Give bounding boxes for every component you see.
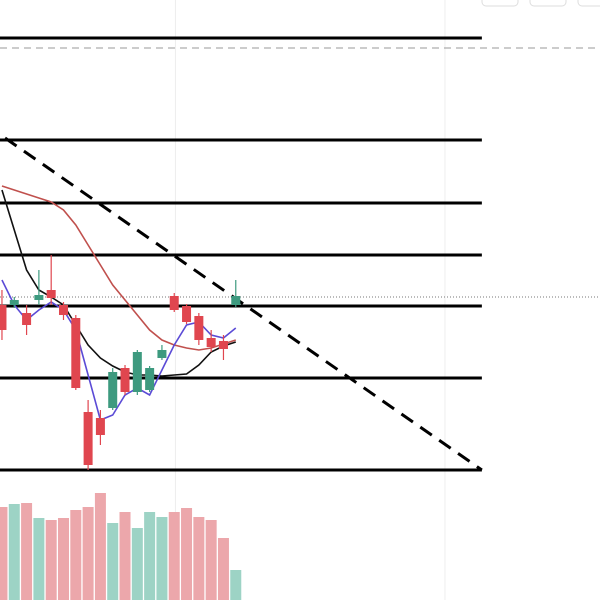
trend-line bbox=[4, 136, 483, 472]
candle-body bbox=[9, 300, 19, 305]
volume-bar bbox=[21, 503, 33, 600]
volume-bar bbox=[119, 512, 131, 600]
volume-bar bbox=[131, 528, 143, 600]
volume-bar bbox=[94, 493, 106, 600]
candle-body bbox=[206, 338, 216, 347]
volume-bar bbox=[107, 523, 119, 600]
volume-bar bbox=[8, 504, 20, 600]
candle-body bbox=[145, 368, 155, 390]
candle-body bbox=[0, 305, 7, 330]
candle-body bbox=[194, 316, 204, 340]
toolbar-button[interactable] bbox=[529, 0, 567, 7]
candle-body bbox=[120, 368, 130, 392]
volume-bar bbox=[156, 517, 168, 600]
candle-body bbox=[71, 318, 81, 388]
volume-bar bbox=[168, 512, 180, 600]
volume-bar bbox=[144, 512, 156, 600]
volume-bar bbox=[57, 518, 69, 600]
volume-bar bbox=[0, 507, 8, 600]
volume-bar bbox=[70, 510, 82, 600]
volume-bar bbox=[230, 570, 242, 600]
candle-body bbox=[95, 418, 105, 435]
volume-bar bbox=[193, 517, 205, 600]
candle-body bbox=[108, 372, 118, 408]
candle-body bbox=[157, 350, 167, 358]
candle-body bbox=[46, 290, 56, 298]
candle-body bbox=[182, 306, 192, 322]
toolbar-button[interactable] bbox=[577, 0, 600, 7]
volume-bar bbox=[82, 507, 94, 600]
candle-body bbox=[58, 305, 68, 315]
toolbar-button[interactable] bbox=[481, 0, 519, 7]
volume-bar bbox=[217, 538, 229, 600]
volume-bar bbox=[181, 508, 193, 600]
candle-body bbox=[34, 295, 44, 300]
candle-body bbox=[22, 313, 32, 325]
volume-bar bbox=[45, 520, 57, 600]
moving-average bbox=[1, 185, 237, 351]
candle-body bbox=[169, 296, 179, 310]
volume-bar bbox=[33, 518, 45, 600]
candle-body bbox=[218, 341, 228, 349]
moving-average bbox=[1, 189, 237, 377]
candle-body bbox=[83, 412, 93, 465]
candle-body bbox=[132, 352, 142, 392]
candle-body bbox=[231, 296, 241, 305]
volume-bar bbox=[205, 520, 217, 600]
